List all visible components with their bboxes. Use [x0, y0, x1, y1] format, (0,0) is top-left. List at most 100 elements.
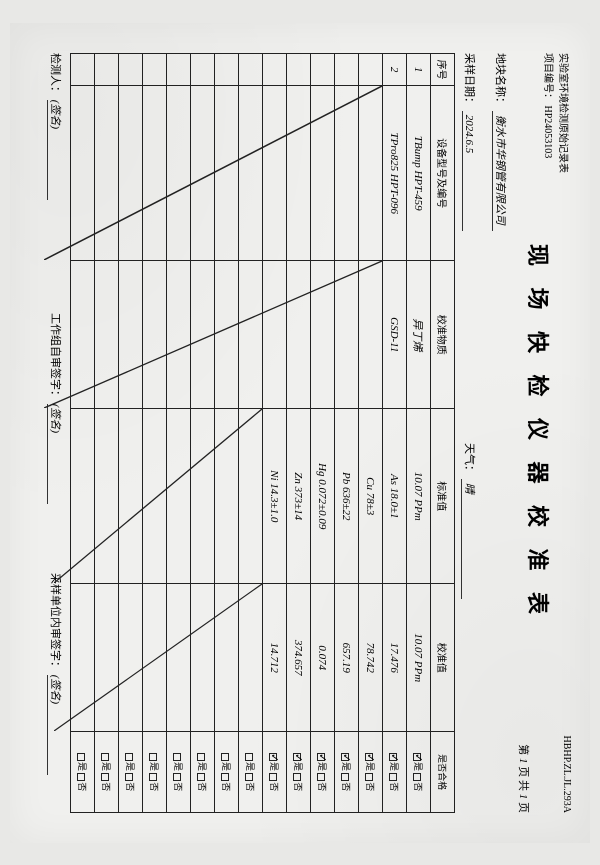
cell-text: As 18.0±1 [389, 473, 401, 518]
cell-std [191, 408, 215, 583]
cell-device [239, 85, 263, 260]
checkbox-yes[interactable] [413, 752, 421, 760]
label-no: 否 [173, 782, 183, 791]
cell-std [143, 408, 167, 583]
cell-idx: 2 [383, 53, 407, 85]
checkbox-no[interactable] [293, 773, 301, 781]
cell-device [215, 85, 239, 260]
cell-idx [335, 53, 359, 85]
cell-ok: 是 否 [287, 731, 311, 812]
checkbox-yes[interactable] [341, 752, 349, 760]
table-row: Cu 78±378.742是 否 [359, 53, 383, 812]
checkbox-no[interactable] [317, 773, 325, 781]
label-no: 否 [149, 782, 159, 791]
label-yes: 是 [389, 761, 399, 770]
cell-cal: 374.657 [287, 583, 311, 731]
checkbox-no[interactable] [173, 773, 181, 781]
cell-material [239, 260, 263, 408]
checkbox-no[interactable] [101, 773, 109, 781]
cell-cal [95, 583, 119, 731]
checkbox-yes[interactable] [293, 752, 301, 760]
cell-idx [263, 53, 287, 85]
cell-std [239, 408, 263, 583]
cell-text: 657.19 [341, 642, 353, 672]
cell-material [71, 260, 95, 408]
checkbox-yes[interactable] [149, 752, 157, 760]
checkbox-yes[interactable] [221, 752, 229, 760]
label-yes: 是 [341, 761, 351, 770]
cell-cal [167, 583, 191, 731]
cell-ok: 是 否 [239, 731, 263, 812]
cell-material [167, 260, 191, 408]
checkbox-yes[interactable] [389, 752, 397, 760]
checkbox-no[interactable] [341, 773, 349, 781]
weather-value: 晴 [461, 478, 478, 598]
cell-std: Ni 14.3±1.0 [263, 408, 287, 583]
cell-std: Hg 0.072±0.09 [311, 408, 335, 583]
project-num: HP24053103 [542, 105, 553, 158]
plot-label: 地块名称： [494, 53, 506, 108]
checkbox-yes[interactable] [125, 752, 133, 760]
checkbox-no[interactable] [245, 773, 253, 781]
checkbox-no[interactable] [197, 773, 205, 781]
checkbox-yes[interactable] [245, 752, 253, 760]
checkbox-yes[interactable] [269, 752, 277, 760]
cell-device [359, 85, 383, 260]
checkbox-yes[interactable] [173, 752, 181, 760]
cell-cal [71, 583, 95, 731]
checkbox-no[interactable] [125, 773, 133, 781]
checkbox-no[interactable] [365, 773, 373, 781]
table-row: 是 否 [95, 53, 119, 812]
col-material: 校准物质 [431, 260, 455, 408]
cell-std [215, 408, 239, 583]
cell-text: TPro825 HPT-096 [389, 132, 401, 214]
cell-text: 10.07 PPm [413, 471, 425, 520]
checkbox-yes[interactable] [101, 752, 109, 760]
cell-device: TPro825 HPT-096 [383, 85, 407, 260]
cell-std: Pb 636±22 [335, 408, 359, 583]
label-yes: 是 [413, 761, 423, 770]
cell-idx [119, 53, 143, 85]
label-no: 否 [317, 782, 327, 791]
cell-text: Ni 14.3±1.0 [269, 470, 281, 522]
checkbox-no[interactable] [77, 773, 85, 781]
org-name: 实验室环境检测原始记录表 [557, 53, 568, 173]
plot-value: 衡水市华钢管有限公司 [492, 110, 509, 230]
label-yes: 是 [173, 761, 183, 770]
cell-text: Pb 636±22 [341, 471, 353, 520]
checkbox-no[interactable] [149, 773, 157, 781]
cell-std: As 18.0±1 [383, 408, 407, 583]
cell-text: 0.074 [317, 645, 329, 670]
cell-idx [359, 53, 383, 85]
col-std: 标准值 [431, 408, 455, 583]
checkbox-yes[interactable] [77, 752, 85, 760]
cell-device [335, 85, 359, 260]
cell-ok: 是 否 [263, 731, 287, 812]
checkbox-no[interactable] [389, 773, 397, 781]
checkbox-yes[interactable] [317, 752, 325, 760]
cell-idx [71, 53, 95, 85]
project-num-label: 项目编号： [542, 53, 553, 103]
date-label: 采样日期： [463, 53, 475, 108]
cell-device [167, 85, 191, 260]
checkbox-no[interactable] [269, 773, 277, 781]
cell-cal: 0.074 [311, 583, 335, 731]
checkbox-no[interactable] [221, 773, 229, 781]
cell-cal: 14.712 [263, 583, 287, 731]
table-row: Pb 636±22 657.19 是 否 [335, 53, 359, 812]
cell-ok: 是 否 [335, 731, 359, 812]
checkbox-yes[interactable] [197, 752, 205, 760]
cell-ok: 是 否 [119, 731, 143, 812]
calibration-table: 序号 设备型号及编号 校准物质 标准值 校准值 是否合格 1TBump HPT-… [70, 53, 455, 813]
cell-std: 10.07 PPm [407, 408, 431, 583]
label-no: 否 [293, 782, 303, 791]
cell-text: 2 [389, 66, 401, 72]
cell-material [191, 260, 215, 408]
cell-device: TBump HPT-459 [407, 85, 431, 260]
label-no: 否 [101, 782, 111, 791]
checkbox-no[interactable] [413, 773, 421, 781]
label-yes: 是 [101, 761, 111, 770]
label-no: 否 [413, 782, 423, 791]
cell-ok: 是 否 [167, 731, 191, 812]
checkbox-yes[interactable] [365, 752, 373, 760]
